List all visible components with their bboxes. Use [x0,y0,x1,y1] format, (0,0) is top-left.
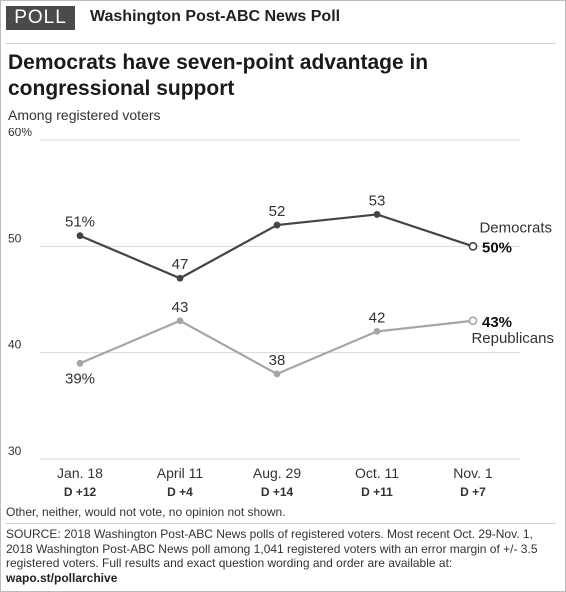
data-label-democrats: 51% [65,214,95,231]
x-tick-label: Nov. 1 [453,465,493,481]
x-sublabel: D +12 [64,485,97,499]
x-tick-label: Aug. 29 [253,465,301,481]
x-tick-label: Jan. 18 [57,465,103,481]
y-tick-label: 60% [8,128,32,139]
x-sublabel: D +14 [261,485,294,499]
x-sublabel: D +11 [361,485,393,499]
data-label-republicans: 38 [269,352,286,369]
legend-label-democrats: Democrats [479,219,552,236]
y-tick-label: 30 [8,444,22,458]
x-tick-label: Oct. 11 [355,465,399,481]
source-divider [6,523,556,524]
source-text: SOURCE: 2018 Washington Post-ABC News po… [6,527,538,570]
source-note: SOURCE: 2018 Washington Post-ABC News po… [6,527,556,585]
poll-badge: POLL [6,6,75,30]
data-label-democrats: 53 [369,192,386,209]
chart-title: Democrats have seven-point advantage in … [8,51,429,100]
data-label-democrats: 50% [482,239,512,256]
x-tick-label: April 11 [157,465,204,481]
y-tick-label: 50 [8,231,22,245]
data-point-democrats [273,221,281,229]
data-point-democrats [176,274,184,282]
header-divider [6,43,556,44]
data-point-republicans [468,316,478,326]
footnote: Other, neither, would not vote, no opini… [6,505,286,519]
x-sublabel: D +4 [167,485,193,499]
data-point-republicans [373,328,381,335]
x-sublabel: D +7 [460,485,486,499]
source-link[interactable]: wapo.st/pollarchive [6,570,118,585]
y-tick-label: 40 [8,338,22,352]
legend-label-republicans: Republicans [471,330,554,347]
poll-name: Washington Post-ABC News Poll [90,8,341,25]
data-point-republicans [176,317,184,325]
data-label-republicans: 42 [369,309,386,326]
data-point-republicans [76,359,84,367]
data-label-democrats: 52 [269,203,286,220]
data-point-democrats [76,232,84,240]
data-point-democrats [373,211,381,218]
data-label-republicans: 39% [65,370,95,387]
data-label-republicans: 43% [482,314,512,331]
data-label-democrats: 47 [172,256,189,273]
data-label-republicans: 43 [172,299,189,316]
data-point-republicans [273,370,281,378]
data-point-democrats [468,241,478,251]
line-chart: 30 40 50 60% Jan. 18 D +12 April 11 D +4 Aug. 29… [8,128,554,499]
chart-subtitle: Among registered voters [8,107,161,123]
